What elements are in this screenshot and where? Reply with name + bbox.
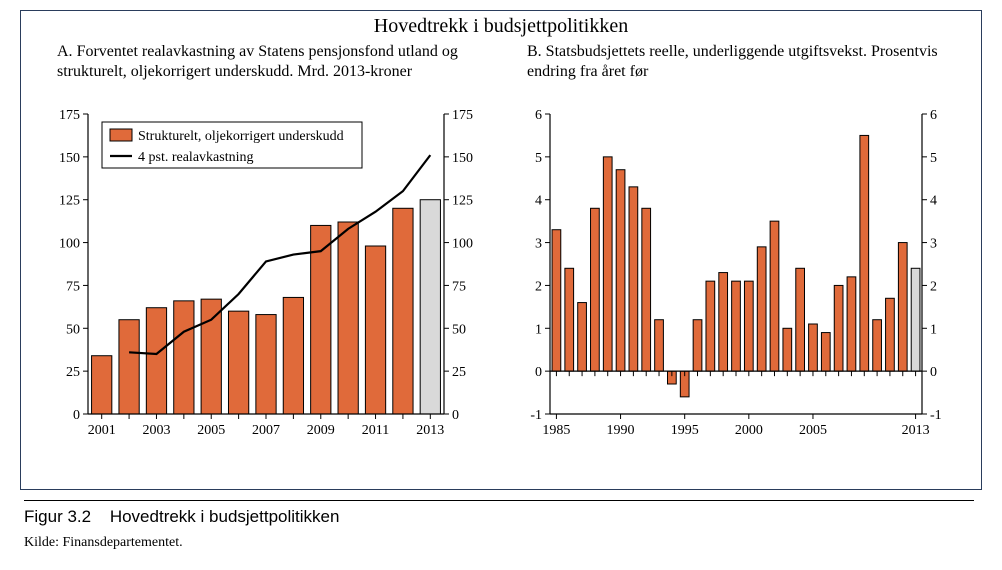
- svg-text:5: 5: [535, 151, 542, 166]
- figure-page: Hovedtrekk i budsjettpolitikken A. Forve…: [0, 0, 1002, 570]
- svg-text:2: 2: [535, 279, 542, 294]
- subplot-a-title: A. Forventet realavkastning av Statens p…: [39, 42, 493, 104]
- subplot-row: A. Forventet realavkastning av Statens p…: [21, 38, 981, 448]
- svg-text:25: 25: [452, 365, 466, 380]
- caption-block: Figur 3.2 Hovedtrekk i budsjettpolitikke…: [24, 500, 974, 551]
- svg-text:1: 1: [535, 322, 542, 337]
- subplot-b-subtitle: Statsbudsjettets reelle, underliggende u…: [527, 43, 938, 80]
- svg-text:2007: 2007: [252, 423, 280, 438]
- svg-text:100: 100: [59, 237, 80, 252]
- svg-text:0: 0: [930, 365, 937, 380]
- plot-a-wrap: 0 0 25 25 50 50 75 75 100 100 125 125 150 150 175 175 20…: [46, 104, 486, 444]
- svg-text:25: 25: [66, 365, 80, 380]
- caption-text: Hovedtrekk i budsjettpolitikken: [110, 507, 340, 526]
- svg-text:2013: 2013: [416, 423, 444, 438]
- svg-text:50: 50: [66, 322, 80, 337]
- svg-text:1985: 1985: [542, 423, 570, 438]
- svg-text:0: 0: [535, 365, 542, 380]
- svg-text:75: 75: [452, 279, 466, 294]
- svg-text:4: 4: [930, 194, 937, 209]
- caption-rule: [24, 500, 974, 501]
- svg-text:75: 75: [66, 279, 80, 294]
- svg-text:-1: -1: [930, 408, 942, 423]
- svg-text:2009: 2009: [307, 423, 335, 438]
- svg-text:150: 150: [452, 151, 473, 166]
- svg-text:Strukturelt, oljekorrigert und: Strukturelt, oljekorrigert underskudd: [138, 129, 344, 144]
- subplot-a-prefix: A.: [57, 43, 73, 60]
- svg-text:2011: 2011: [362, 423, 389, 438]
- svg-text:50: 50: [452, 322, 466, 337]
- caption-number: Figur 3.2: [24, 507, 91, 526]
- svg-text:2000: 2000: [735, 423, 763, 438]
- svg-text:6: 6: [535, 108, 542, 123]
- panel-box: Hovedtrekk i budsjettpolitikken A. Forve…: [20, 10, 982, 490]
- svg-text:4: 4: [535, 194, 542, 209]
- svg-text:1995: 1995: [671, 423, 699, 438]
- svg-text:150: 150: [59, 151, 80, 166]
- svg-text:125: 125: [59, 194, 80, 209]
- svg-text:125: 125: [452, 194, 473, 209]
- subplot-a-subtitle: Forventet realavkastning av Statens pens…: [57, 43, 458, 80]
- svg-text:2001: 2001: [88, 423, 116, 438]
- caption-line: Figur 3.2 Hovedtrekk i budsjettpolitikke…: [24, 507, 974, 527]
- svg-text:1990: 1990: [607, 423, 635, 438]
- svg-text:0: 0: [452, 408, 459, 423]
- subplot-b: B. Statsbudsjettets reelle, underliggend…: [501, 38, 971, 448]
- svg-text:-1: -1: [530, 408, 542, 423]
- subplot-a: A. Forventet realavkastning av Statens p…: [31, 38, 501, 448]
- svg-text:1: 1: [930, 322, 937, 337]
- svg-text:175: 175: [452, 108, 473, 123]
- svg-text:3: 3: [930, 237, 937, 252]
- svg-text:2003: 2003: [142, 423, 170, 438]
- svg-text:175: 175: [59, 108, 80, 123]
- chart-a-svg: 0 0 25 25 50 50 75 75 100 100 125 125 150 150 175 175 20…: [46, 104, 486, 444]
- svg-text:2: 2: [930, 279, 937, 294]
- subplot-b-prefix: B.: [527, 43, 542, 60]
- source-line: Kilde: Finansdepartementet.: [24, 535, 974, 551]
- svg-text:3: 3: [535, 237, 542, 252]
- plot-b-wrap: -1 -1 0 0 1 1 2 2 3 3 4 4 5 5 6 6 1985 1990 1995 2000 2005 20…: [516, 104, 956, 444]
- svg-text:6: 6: [930, 108, 937, 123]
- svg-text:2005: 2005: [799, 423, 827, 438]
- svg-text:100: 100: [452, 237, 473, 252]
- svg-text:4 pst. realavkastning: 4 pst. realavkastning: [138, 150, 253, 165]
- svg-text:2013: 2013: [902, 423, 930, 438]
- svg-text:2005: 2005: [197, 423, 225, 438]
- svg-text:5: 5: [930, 151, 937, 166]
- subplot-b-title: B. Statsbudsjettets reelle, underliggend…: [509, 42, 963, 104]
- main-title: Hovedtrekk i budsjettpolitikken: [21, 15, 981, 38]
- chart-b-svg: -1 -1 0 0 1 1 2 2 3 3 4 4 5 5 6 6 1985 1990 1995 2000 2005 20…: [516, 104, 956, 444]
- svg-text:0: 0: [73, 408, 80, 423]
